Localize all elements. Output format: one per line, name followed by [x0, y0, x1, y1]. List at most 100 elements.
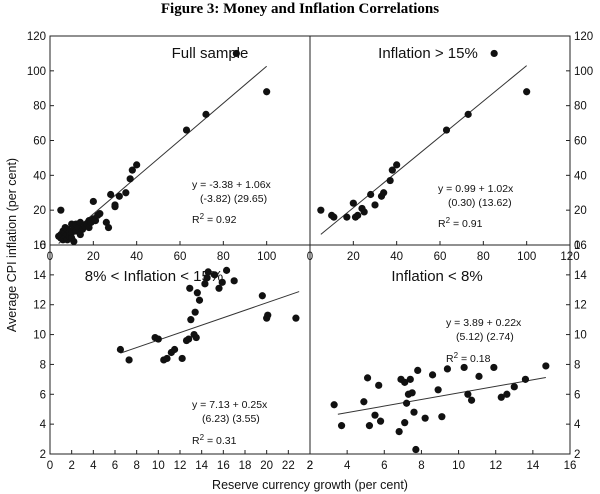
data-point: [490, 363, 498, 372]
regression-t-stats: (0.30) (13.62): [448, 197, 512, 209]
y-tick-label: 6: [574, 389, 580, 401]
data-point: [195, 296, 204, 304]
data-point: [371, 201, 379, 209]
data-point: [497, 393, 505, 401]
y-tick-label: 100: [574, 66, 593, 78]
data-point: [393, 161, 401, 169]
data-point: [57, 206, 65, 214]
y-tick-label: 14: [574, 270, 587, 282]
y-tick-label: 10: [33, 330, 46, 342]
data-point: [125, 356, 133, 364]
data-point: [354, 211, 362, 219]
y-tick-label: 0: [40, 240, 46, 252]
x-axis-label: Reserve currency growth (per cent): [212, 478, 408, 492]
data-point: [542, 362, 550, 370]
data-point: [122, 189, 130, 197]
data-point: [521, 375, 530, 383]
data-point: [503, 390, 511, 398]
x-tick-label: 100: [257, 251, 276, 263]
data-point: [128, 166, 136, 174]
x-tick-label: 80: [217, 251, 230, 263]
regression-line: [320, 65, 527, 235]
x-tick-label: 4: [344, 460, 351, 472]
data-point: [360, 398, 368, 406]
data-point: [330, 213, 338, 221]
data-point: [464, 390, 472, 398]
x-tick-label: 10: [452, 460, 465, 472]
regression-t-stats: (5.12) (2.74): [456, 331, 514, 343]
x-tick-label: 2: [307, 460, 313, 472]
data-point: [380, 189, 388, 197]
y-tick-label: 80: [33, 101, 46, 113]
x-tick-label: 100: [517, 251, 536, 263]
x-tick-label: 60: [434, 251, 447, 263]
data-point: [218, 278, 226, 286]
data-point: [402, 399, 411, 407]
x-tick-label: 6: [112, 460, 118, 472]
data-point: [116, 345, 125, 354]
x-tick-label: 20: [87, 251, 100, 263]
data-point: [187, 316, 195, 324]
y-tick-label: 4: [40, 419, 47, 431]
data-point: [203, 274, 211, 282]
data-point: [258, 292, 266, 300]
x-tick-label: 16: [564, 460, 577, 472]
x-tick-label: 2: [307, 460, 313, 472]
x-tick-label: 12: [489, 460, 502, 472]
data-point: [365, 422, 374, 430]
data-point: [192, 333, 200, 342]
data-point: [349, 199, 357, 207]
data-point: [202, 110, 210, 118]
data-point: [182, 126, 191, 134]
x-tick-label: 22: [282, 460, 295, 472]
x-tick-label: 8: [418, 460, 424, 472]
data-point: [442, 126, 451, 134]
data-point: [133, 161, 141, 169]
x-tick-label: 4: [90, 460, 97, 472]
data-point: [107, 190, 115, 199]
data-point: [434, 386, 442, 394]
data-point: [376, 417, 385, 425]
data-point: [222, 266, 231, 274]
data-point: [343, 213, 351, 221]
panel-1: 0 20 40 60 80 100 120 0 20 40 60 80 100 Full sample y …: [27, 31, 276, 263]
data-point: [186, 284, 194, 292]
data-point: [410, 408, 418, 416]
y-tick-label: 2: [574, 449, 580, 461]
data-point: [428, 371, 437, 379]
data-point: [201, 280, 209, 288]
data-point: [330, 401, 338, 409]
x-tick-label: 0: [47, 251, 53, 263]
x-tick-label: 8: [133, 460, 139, 472]
data-point: [412, 445, 420, 454]
y-tick-label: 40: [574, 170, 587, 182]
data-point: [371, 411, 379, 419]
y-tick-label: 60: [33, 136, 46, 148]
y-axis-label: Average CPI inflation (per cent): [5, 158, 19, 332]
data-point: [443, 365, 452, 373]
data-point: [317, 206, 325, 214]
data-point: [264, 311, 272, 319]
y-tick-label: 120: [27, 31, 46, 43]
data-point: [154, 335, 162, 343]
data-point: [414, 366, 422, 374]
y-tick-label: 80: [574, 101, 587, 113]
regression-line: [337, 377, 546, 415]
data-point: [191, 308, 199, 316]
y-tick-label: 20: [574, 205, 587, 217]
y-tick-label: 100: [27, 66, 46, 78]
y-tick-label: 4: [574, 419, 581, 431]
x-tick-label: 12: [174, 460, 187, 472]
y-tick-label: 16: [574, 240, 587, 252]
x-tick-label: 20: [260, 460, 273, 472]
x-tick-label: 18: [239, 460, 252, 472]
data-point: [523, 88, 531, 96]
x-tick-label: 16: [217, 460, 230, 472]
data-point: [178, 354, 186, 363]
panel-title: 8% < Inflation < 15%: [85, 268, 223, 285]
data-point: [263, 88, 271, 96]
panel-title: Inflation < 8%: [391, 268, 482, 285]
